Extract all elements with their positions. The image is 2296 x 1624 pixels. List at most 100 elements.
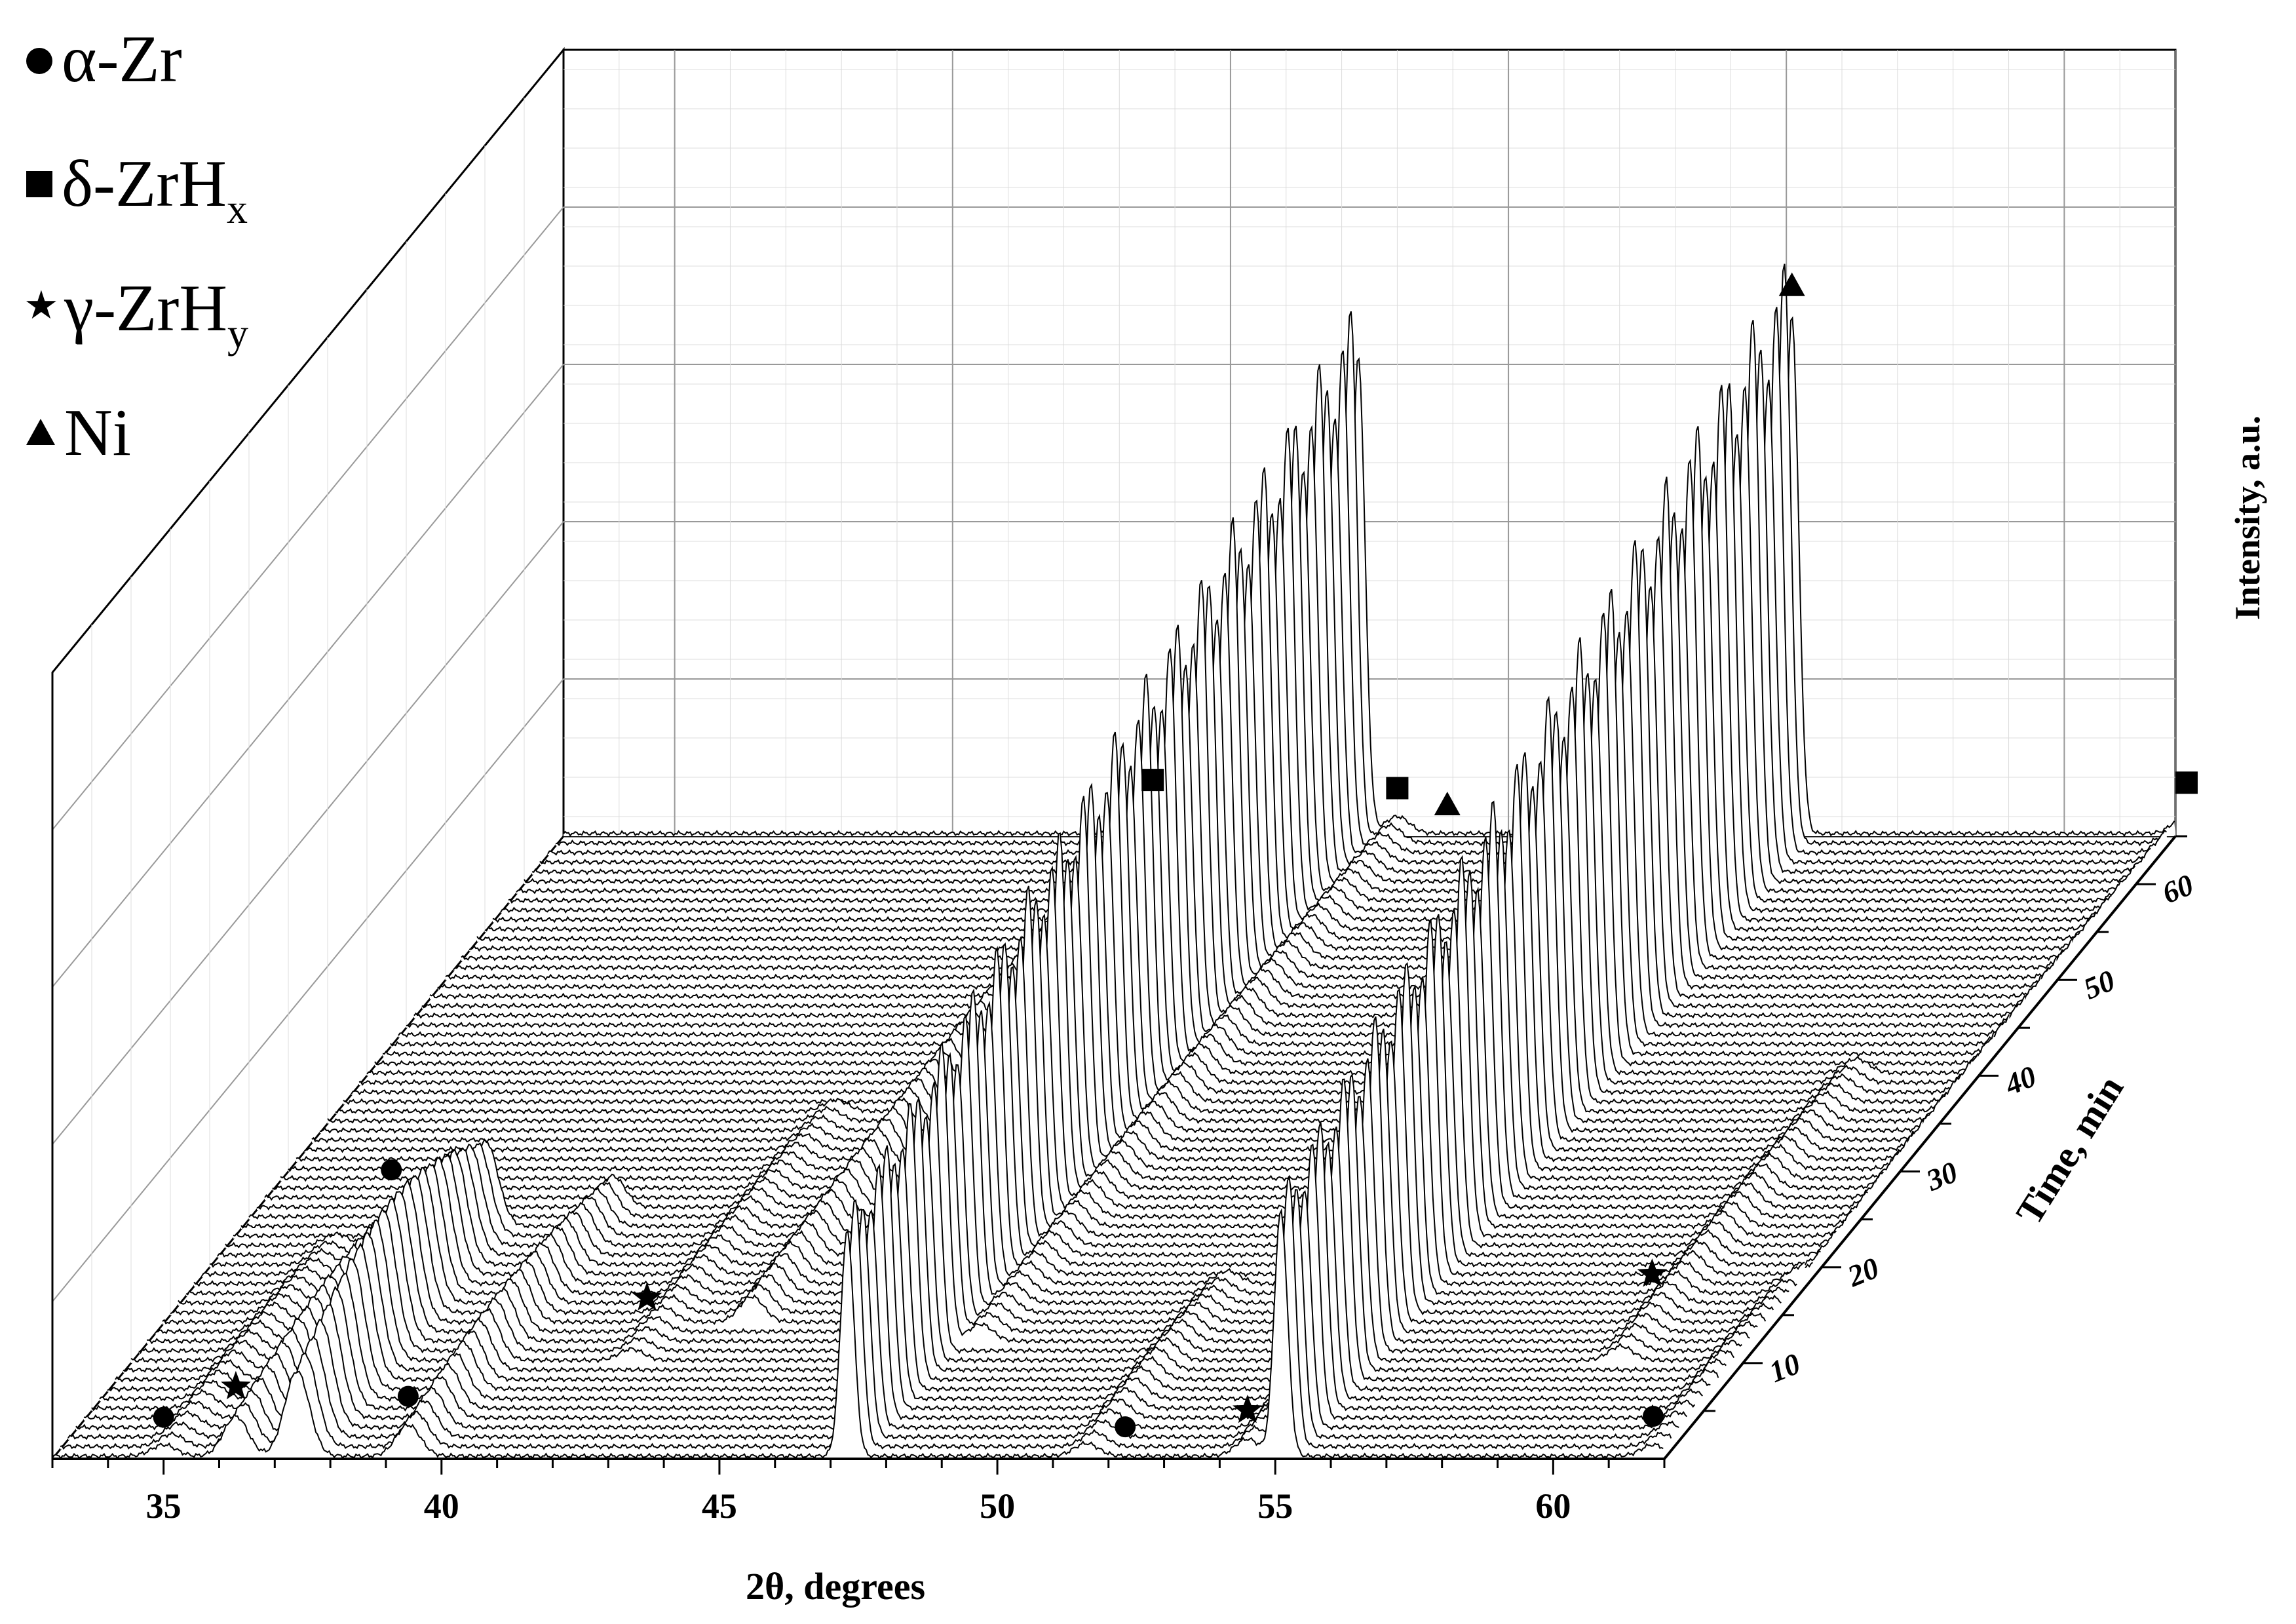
trace-fill — [343, 687, 1955, 1105]
gamma-zrhy-marker — [632, 1282, 662, 1311]
trace-fill — [391, 632, 2002, 1047]
trace-line — [524, 320, 2136, 885]
ni-marker — [1778, 272, 1805, 296]
trace-fill — [241, 870, 1853, 1229]
trace-fill — [210, 914, 1822, 1267]
x-tick-label: 45 — [702, 1486, 737, 1526]
ni-marker — [1434, 792, 1461, 816]
trace-fill — [178, 963, 1790, 1306]
trace-fill — [139, 1058, 1751, 1354]
trace-fill — [501, 383, 2113, 913]
trace-fill — [453, 528, 2065, 971]
y-tick-label: 50 — [2079, 963, 2120, 1006]
legend-label: δ-ZrH — [62, 147, 227, 221]
x-tick-label: 35 — [146, 1486, 182, 1526]
trace-line — [563, 316, 2175, 838]
trace-fill — [68, 1189, 1680, 1440]
trace-fill — [414, 549, 2026, 1018]
trace-line — [83, 1144, 1696, 1421]
x-tick-label: 60 — [1535, 1486, 1571, 1526]
z-axis-label: Intensity, a.u. — [2228, 416, 2267, 620]
trace-fill — [430, 537, 2042, 999]
trace-line — [539, 379, 2151, 866]
trace-line — [178, 961, 1789, 1307]
trace-fill — [540, 379, 2152, 865]
trace-line — [288, 764, 1900, 1172]
legend-subscript: y — [227, 310, 248, 357]
trace-fill — [288, 764, 1900, 1172]
trace-line — [154, 1028, 1767, 1336]
trace-line — [185, 984, 1797, 1297]
trace-line — [296, 752, 1908, 1163]
trace-fill — [92, 1122, 1704, 1411]
trace-line — [60, 1174, 1672, 1450]
trace-fill — [84, 1144, 1696, 1421]
trace-line — [469, 426, 2081, 952]
trace-fill — [438, 476, 2050, 990]
trace-line — [162, 1040, 1774, 1326]
trace-line — [343, 686, 1955, 1106]
trace-fill — [367, 680, 1979, 1076]
trace-line — [508, 434, 2120, 904]
trace-line — [256, 836, 1868, 1211]
star-icon — [24, 282, 59, 328]
trace-fill — [249, 889, 1861, 1220]
trace-line — [91, 1121, 1704, 1412]
trace-fill — [335, 737, 1947, 1114]
legend-label: γ-ZrH — [64, 271, 227, 345]
trace-fill — [131, 1096, 1743, 1363]
trace-line — [248, 886, 1861, 1220]
trace-fill — [446, 512, 2057, 980]
legend-item-gamma-zrhy: γ-ZrHy — [24, 275, 248, 355]
trace-fill — [100, 1143, 1712, 1402]
trace-fill — [280, 830, 1892, 1182]
side-grid-major — [52, 364, 564, 988]
trace-fill — [163, 1041, 1774, 1325]
trace-line — [445, 512, 2057, 981]
y-tick-label: 60 — [2158, 868, 2198, 910]
trace-line — [115, 1078, 1727, 1383]
trace-fill — [398, 611, 2010, 1037]
alpha-zr-marker — [1643, 1406, 1664, 1427]
x-axis-label: 2θ, degrees — [746, 1565, 925, 1608]
trace-fill — [52, 1210, 1664, 1459]
trace-line — [99, 1141, 1711, 1402]
trace-line — [52, 1208, 1664, 1460]
legend-item-delta-zrhx: δ-ZrHx — [26, 151, 248, 230]
trace-fill — [516, 387, 2128, 894]
square-icon — [26, 171, 52, 197]
trace-fill — [107, 1127, 1719, 1392]
trace-fill — [123, 1075, 1735, 1373]
trace-fill — [375, 613, 1987, 1066]
trace-line — [437, 476, 2050, 990]
trace-line — [366, 678, 1979, 1077]
trace-fill — [257, 837, 1869, 1210]
trace-line — [413, 548, 2026, 1019]
trace-fill — [524, 320, 2136, 885]
trace-fill — [328, 712, 1940, 1124]
x-tick-label: 55 — [1257, 1486, 1293, 1526]
gamma-zrhy-marker — [1233, 1395, 1263, 1423]
trace-line — [193, 978, 1805, 1288]
trace-fill — [351, 637, 1963, 1095]
trace-fill — [320, 698, 1932, 1134]
trace-line — [453, 528, 2065, 971]
trace-line — [311, 760, 1923, 1144]
trace-fill — [296, 752, 1908, 1162]
marker-layer — [153, 272, 2198, 1438]
legend: α-Zr δ-ZrHx γ-ZrHy Ni — [24, 26, 419, 467]
trace-fill — [532, 350, 2144, 875]
trace-line — [280, 829, 1892, 1182]
trace-fill — [194, 978, 1806, 1286]
trace-fill — [477, 477, 2089, 942]
trace-line — [382, 589, 1995, 1058]
legend-item-ni: Ni — [26, 400, 131, 467]
trace-fill — [273, 831, 1885, 1191]
trace-fill — [556, 263, 2168, 846]
triangle-icon — [26, 419, 55, 448]
trace-line — [264, 800, 1877, 1201]
traces-layer — [52, 263, 2175, 1460]
trace-line — [303, 786, 1915, 1153]
trace-fill — [304, 786, 1916, 1153]
trace-line — [123, 1073, 1735, 1374]
